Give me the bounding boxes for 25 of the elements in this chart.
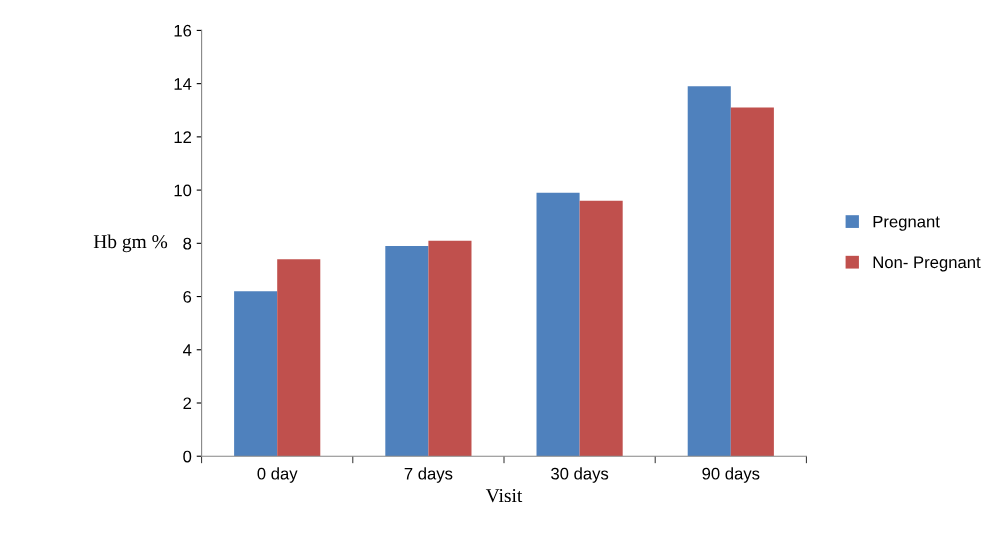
y-tick-label: 8 [183,237,192,250]
bar [730,107,774,457]
x-tick-label: 90 days [702,467,760,483]
x-tick-label: 0 day [257,467,298,483]
y-tick-label: 2 [183,397,192,410]
x-axis-title: Visit [485,489,523,503]
bar [385,245,429,457]
y-axis-title: Hb gm % [93,234,168,253]
x-tick-label: 7 days [404,467,453,483]
legend-label: Non- Pregnant [873,256,981,272]
y-tick-label: 14 [174,78,192,90]
y-tick-label: 12 [174,131,192,143]
bar [579,200,623,457]
y-tick-label: 6 [183,290,192,303]
y-tick-label: 16 [174,24,192,37]
bar [428,240,472,457]
bar [277,259,321,457]
y-tick-label: 0 [183,450,192,463]
bar [234,291,278,457]
bar [687,86,731,457]
x-tick-label: 30 days [551,467,609,483]
legend-label: Pregnant [873,215,940,231]
bar [536,192,580,457]
y-tick-label: 4 [182,344,192,356]
y-tick-label: 10 [174,184,192,197]
